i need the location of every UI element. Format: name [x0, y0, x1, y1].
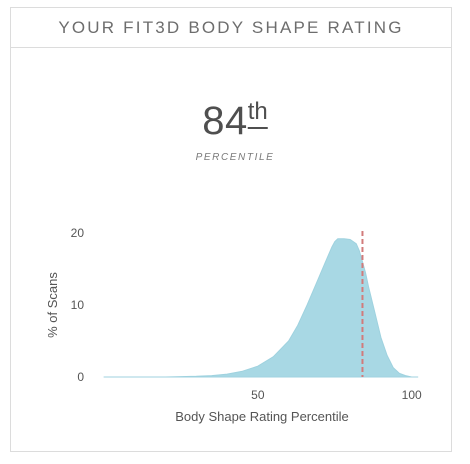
card-title: YOUR FIT3D BODY SHAPE RATING [58, 17, 404, 37]
y-tick-label: 20 [71, 226, 85, 240]
y-tick-label: 0 [77, 370, 84, 384]
card-header: YOUR FIT3D BODY SHAPE RATING [11, 8, 451, 48]
percentile-caption: PERCENTILE [195, 152, 275, 163]
x-tick-label: 50 [251, 388, 265, 402]
distribution-area [103, 238, 419, 378]
y-axis-label: % of Scans [45, 272, 60, 338]
x-axis-label: Body Shape Rating Percentile [175, 409, 348, 424]
percentile-suffix: th [247, 98, 268, 125]
percentile-value: 84 [202, 99, 248, 143]
rating-card: YOUR FIT3D BODY SHAPE RATING [10, 7, 452, 452]
y-tick-label: 10 [71, 298, 85, 312]
x-tick-label: 100 [402, 388, 422, 402]
percentile-score: 84th [0, 98, 470, 144]
plot-area: 0 10 20 50 100 [71, 226, 422, 402]
